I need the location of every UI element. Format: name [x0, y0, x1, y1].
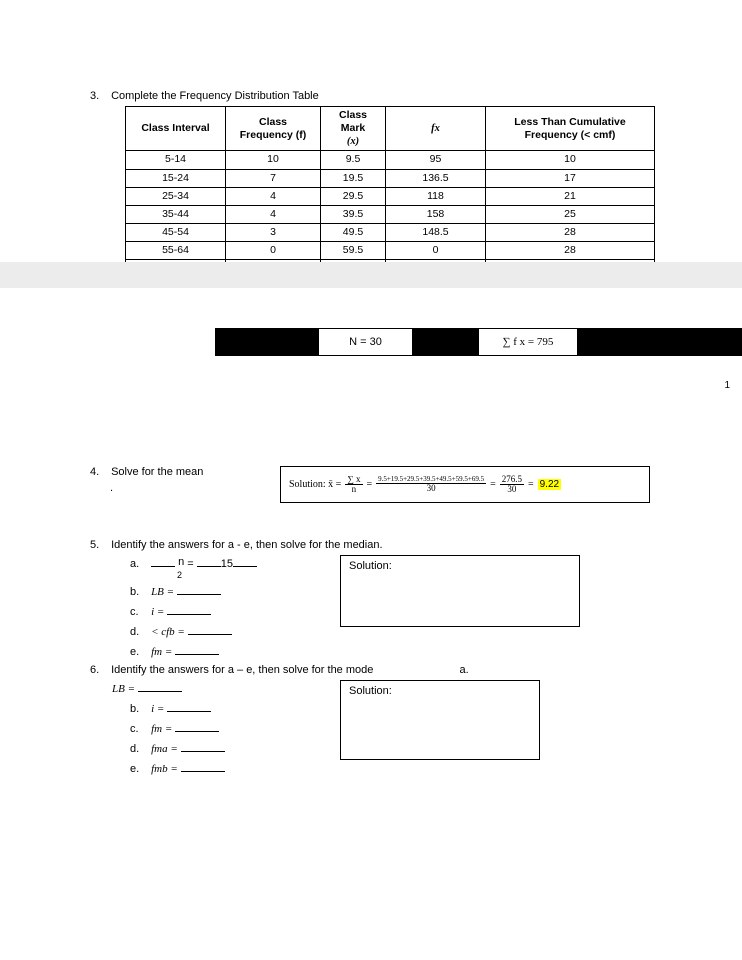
- q6-a-label: a.: [460, 664, 469, 676]
- table-row: 5-14109.59510: [126, 151, 655, 169]
- q6-e: e. fmb =: [130, 760, 682, 780]
- q3-prompt: Complete the Frequency Distribution Tabl…: [111, 90, 319, 102]
- q5-prompt: Identify the answers for a - e, then sol…: [111, 539, 382, 551]
- q6-block: 6. Identify the answers for a – e, then …: [90, 664, 682, 779]
- q5-solution-box: Solution:: [340, 555, 580, 627]
- q6-prompt: Identify the answers for a – e, then sol…: [111, 664, 373, 676]
- freq-table-body: 5-14109.5951015-24719.5136.51725-34429.5…: [126, 151, 655, 278]
- col-cmf: Less Than Cumulative Frequency (< cmf): [486, 107, 655, 151]
- sumfx-box: ∑ f x = 795: [478, 328, 578, 356]
- q6-number: 6.: [90, 664, 108, 676]
- summary-row: N = 30 ∑ f x = 795: [215, 328, 742, 356]
- black-box-2: [413, 328, 478, 356]
- table-row: 35-44439.515825: [126, 205, 655, 223]
- col-interval: Class Interval: [126, 107, 226, 151]
- q5-block: 5. Identify the answers for a - e, then …: [90, 539, 682, 662]
- col-mark: Class Mark (x): [321, 107, 386, 151]
- q6-solution-box: Solution:: [340, 680, 540, 760]
- worksheet-page: 3. Complete the Frequency Distribution T…: [0, 0, 742, 960]
- q4-number: 4.: [90, 466, 108, 478]
- black-box-1: [215, 328, 318, 356]
- table-row: 15-24719.5136.517: [126, 169, 655, 187]
- gray-band: [0, 262, 742, 288]
- frequency-table: Class Interval Class Frequency (f) Class…: [125, 106, 655, 278]
- col-fx: fx: [386, 107, 486, 151]
- col-freq: Class Frequency (f): [226, 107, 321, 151]
- table-row: 55-64059.5028: [126, 242, 655, 260]
- q5-e: e. fm =: [130, 643, 682, 663]
- q4-solution-box: Solution: x̄ = ∑ xn = 9.5+19.5+29.5+39.5…: [280, 466, 650, 503]
- q5-number: 5.: [90, 539, 108, 551]
- q4-answer: 9.22: [538, 479, 561, 490]
- table-row: 45-54349.5148.528: [126, 223, 655, 241]
- q3-prompt-line: 3. Complete the Frequency Distribution T…: [90, 90, 682, 102]
- page-number: 1: [724, 380, 730, 391]
- q4-prompt: Solve for the mean: [111, 466, 203, 478]
- q3-number: 3.: [90, 90, 108, 102]
- q4-block: 4. Solve for the mean . Solution: x̄ = ∑…: [90, 466, 682, 503]
- q4-sol-prefix: Solution: x̄ =: [289, 479, 341, 490]
- n-box: N = 30: [318, 328, 413, 356]
- table-row: 25-34429.511821: [126, 187, 655, 205]
- black-box-3: [578, 328, 742, 356]
